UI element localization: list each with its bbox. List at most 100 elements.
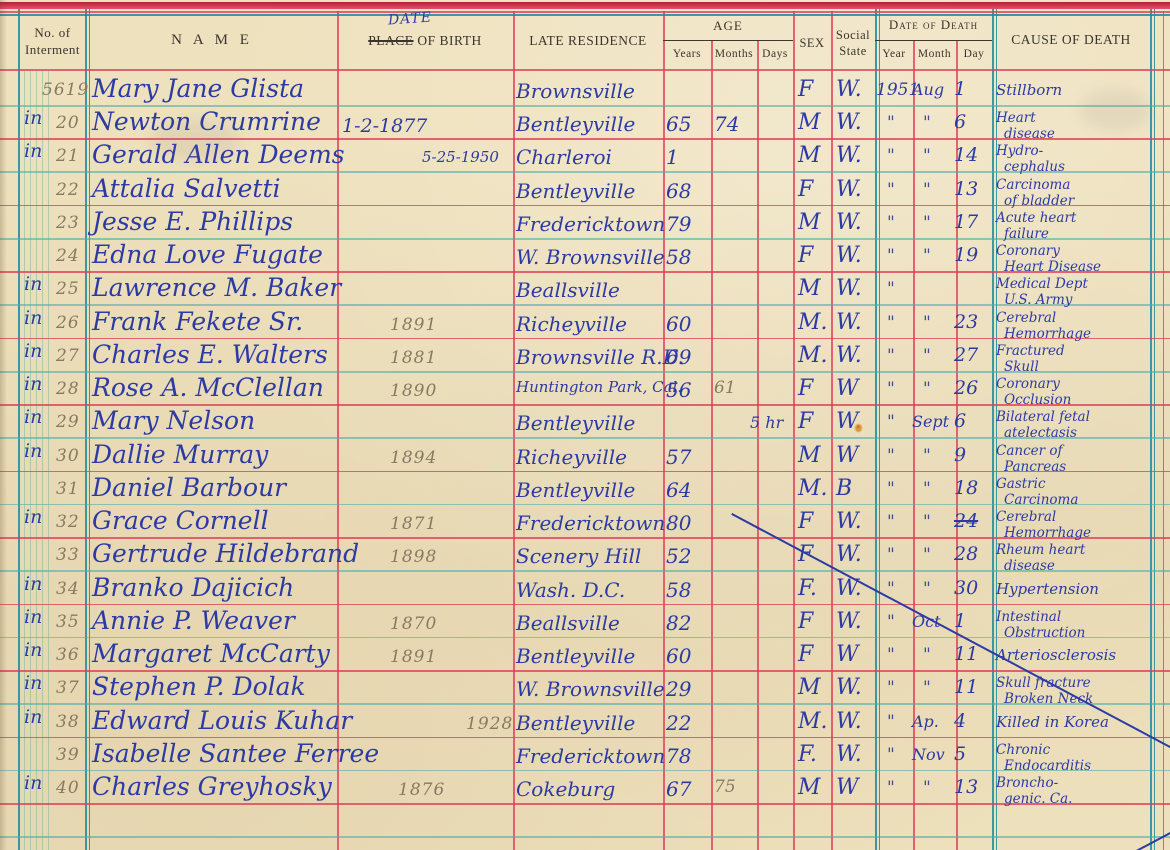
sex-value: M [798, 110, 821, 136]
birth-date-value: 1891 [390, 314, 438, 335]
residence-value: Fredericktown [516, 743, 666, 768]
cause-of-death-line2: Obstruction [1004, 624, 1086, 641]
vertical-rule [89, 9, 90, 850]
death-month-value: Ap. [912, 711, 939, 731]
header-bottom-rule [0, 69, 1170, 71]
death-year-value: " [887, 545, 895, 566]
death-day-value: 28 [954, 543, 979, 566]
name-value: Charles Greyhosky [92, 772, 332, 802]
death-year-value: " [887, 212, 895, 233]
ink-speck [855, 424, 862, 432]
death-day-value: 26 [954, 377, 979, 400]
death-day-value: 1 [954, 78, 967, 100]
age-years-value: 79 [666, 211, 692, 236]
interment-prefix-value: in [24, 506, 43, 529]
age-years-value: 68 [666, 178, 692, 203]
death-month-value: " [923, 179, 931, 200]
death-day-value: 6 [954, 410, 967, 433]
social-state-value: W. [836, 209, 862, 235]
sex-value: M [798, 143, 821, 169]
cause-of-death-line2: Carcinoma [1004, 491, 1079, 508]
name-value: Gerald Allen Deems [92, 140, 345, 170]
residence-value: Cokeburg [516, 777, 616, 802]
residence-value: Scenery Hill [516, 544, 642, 569]
social-state-value: W. [836, 708, 862, 734]
residence-value: Brownsville R.D. [516, 344, 685, 369]
birth-date-value: 1876 [398, 780, 446, 801]
row-rule [0, 537, 1170, 539]
row-rule [0, 570, 1170, 572]
death-day-value: 11 [954, 643, 979, 666]
death-day-value: 6 [954, 111, 967, 134]
interment-number-value: 32 [56, 512, 80, 533]
sex-value: F [798, 376, 814, 402]
vertical-rule [1163, 11, 1164, 850]
age-years-value: 60 [666, 311, 692, 336]
row-rule [0, 503, 1170, 506]
cause-of-death-line2: Heart Disease [1004, 259, 1102, 276]
interment-number-value: 22 [56, 179, 80, 200]
death-month-value: " [923, 379, 931, 400]
name-value: Edna Love Fugate [92, 240, 323, 270]
vertical-rule [757, 40, 759, 850]
death-month-value: " [923, 512, 931, 533]
age-years-value: 60 [666, 644, 692, 669]
birth-date-value: 1870 [390, 613, 438, 634]
sex-value: M [798, 675, 821, 701]
sex-value: F [798, 642, 814, 668]
death-month-value: Sept [912, 412, 950, 432]
header-top-rule-teal [0, 14, 1170, 16]
interment-prefix-value: in [24, 605, 43, 628]
interment-prefix-value: in [24, 339, 43, 362]
paper-smudge [150, 120, 240, 160]
age-subheader-divider [663, 40, 793, 41]
row-rule [0, 703, 1170, 705]
vertical-rule [913, 40, 915, 850]
column-header-place-of-birth: PLACE OF BIRTH [337, 33, 513, 49]
social-state-value: W [836, 642, 859, 668]
age-years-value: 67 [666, 777, 1170, 801]
death-year-value: " [887, 146, 895, 167]
age-years-value: 69 [666, 344, 692, 369]
age-years-value: 82 [666, 610, 692, 635]
social-state-value: W. [836, 143, 862, 169]
residence-value: Brownsville [516, 79, 635, 103]
name-value: Daniel Barbour [92, 472, 287, 502]
cause-of-death-line2: of bladder [1004, 192, 1075, 209]
social-state-value: W. [836, 509, 862, 535]
interment-number-value: 38 [56, 711, 80, 732]
social-state-value: W. [836, 276, 862, 302]
cause-of-death-line2: Hemorrhage [1004, 325, 1091, 342]
residence-value: Richeyville [516, 444, 627, 469]
cause-of-death-line2: Endocarditis [1004, 757, 1092, 774]
row-rule [0, 370, 1170, 373]
cause-of-death-line1: Cerebral [996, 309, 1057, 326]
interment-prefix-value: in [24, 373, 43, 396]
death-month-value: " [923, 645, 931, 666]
vertical-rule [48, 71, 49, 850]
social-state-value: W. [836, 342, 862, 368]
name-value: Mary Jane Glista [92, 74, 305, 103]
cause-of-death-line1: Coronary [996, 376, 1060, 393]
social-state-value: W [836, 376, 859, 402]
death-month-value: " [923, 146, 931, 167]
row-rule [0, 437, 1170, 439]
row-rule [0, 204, 1170, 207]
cause-of-death-value: Hypertension [996, 579, 1099, 598]
interment-number-value: 31 [56, 478, 80, 499]
top-border-band [0, 2, 1170, 9]
cause-of-death-line2: disease [1004, 126, 1055, 143]
residence-value: Bentleyville [516, 178, 636, 203]
header-top-rule [0, 11, 1170, 13]
sex-value: F [798, 509, 814, 535]
row-rule [0, 470, 1170, 473]
